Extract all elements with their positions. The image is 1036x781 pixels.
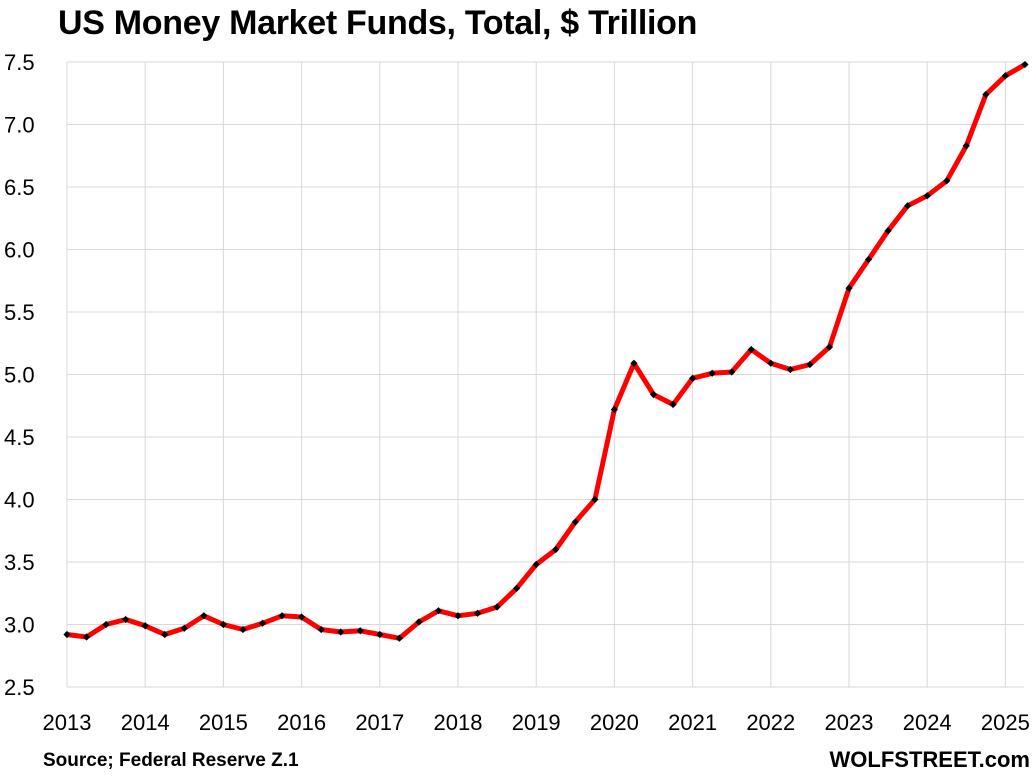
data-point-marker	[962, 142, 970, 150]
data-point-marker	[825, 343, 834, 351]
data-point-marker	[278, 612, 286, 620]
x-tick-label: 2021	[668, 710, 717, 735]
data-point-marker	[434, 607, 443, 615]
y-tick-label: 6.0	[4, 238, 35, 263]
data-point-marker	[1001, 72, 1009, 80]
y-tick-label: 4.0	[4, 488, 35, 513]
brand-watermark: WOLFSTREET.com	[829, 747, 1030, 772]
data-point-marker	[923, 192, 931, 200]
data-point-marker	[258, 619, 267, 627]
data-point-marker	[239, 625, 247, 634]
data-point-marker	[141, 622, 149, 630]
data-point-marker	[571, 518, 579, 526]
x-tick-labels: 2013 2014 2015 2016 2017 2018 2019 2020 2021 2022…	[43, 710, 1030, 735]
data-point-marker	[63, 630, 71, 639]
data-point-marker	[161, 630, 169, 639]
y-tick-label: 5.0	[4, 363, 35, 388]
data-point-marker	[943, 177, 951, 185]
x-tick-label: 2014	[121, 710, 170, 735]
x-tick-label: 2024	[903, 710, 952, 735]
source-note: Source; Federal Reserve Z.1	[43, 750, 299, 771]
data-point-marker	[337, 628, 345, 636]
data-point-marker	[708, 369, 716, 377]
data-point-marker	[513, 584, 521, 592]
data-point-marker	[767, 359, 775, 367]
data-point-marker	[415, 618, 423, 626]
data-point-marker	[864, 255, 873, 264]
y-tick-label: 7.0	[4, 113, 35, 138]
data-point-marker	[1021, 60, 1029, 69]
x-gridlines	[66, 62, 1006, 687]
data-point-marker	[552, 545, 560, 554]
x-tick-label: 2016	[277, 710, 326, 735]
data-point-marker	[395, 634, 403, 642]
data-point-marker	[845, 284, 853, 292]
data-point-marker	[786, 365, 794, 374]
data-point-marker	[610, 405, 618, 414]
data-point-marker	[356, 627, 364, 635]
data-point-marker	[591, 495, 599, 504]
data-point-marker	[630, 359, 638, 367]
y-tick-label: 5.5	[4, 300, 35, 325]
data-point-marker	[317, 625, 325, 634]
data-point-marker	[180, 624, 188, 632]
series-line	[64, 62, 1028, 641]
y-gridlines	[67, 61, 1024, 688]
data-point-marker	[454, 612, 462, 620]
y-tick-label: 2.5	[4, 675, 35, 700]
data-point-marker	[806, 360, 814, 369]
data-point-marker	[473, 609, 482, 617]
data-point-marker	[689, 374, 697, 382]
y-tick-label: 3.0	[4, 613, 35, 638]
x-tick-label: 2019	[512, 710, 561, 735]
series-group	[63, 60, 1029, 642]
data-point-marker	[904, 202, 912, 210]
y-tick-labels: 2.5 3.0 3.5 4.0 4.5 5.0 5.5 6.0 6.5 7.0 7.5	[4, 50, 35, 700]
data-point-marker	[102, 620, 110, 629]
y-tick-label: 3.5	[4, 550, 35, 575]
data-point-marker	[298, 613, 306, 621]
data-point-marker	[82, 633, 91, 641]
x-tick-label: 2015	[199, 710, 248, 735]
data-point-marker	[747, 345, 755, 354]
data-point-marker	[649, 390, 658, 399]
x-tick-label: 2017	[355, 710, 404, 735]
data-point-marker	[669, 400, 677, 409]
data-point-marker	[493, 603, 501, 611]
data-point-marker	[532, 560, 540, 569]
x-tick-label: 2013	[43, 710, 92, 735]
x-tick-label: 2023	[825, 710, 874, 735]
data-point-marker	[219, 620, 227, 629]
data-point-marker	[122, 615, 130, 624]
y-tick-label: 4.5	[4, 425, 35, 450]
data-point-marker	[884, 227, 892, 235]
y-tick-label: 7.5	[4, 50, 35, 75]
data-point-marker	[982, 90, 990, 99]
data-point-marker	[728, 368, 736, 376]
data-point-marker	[376, 630, 384, 639]
data-point-marker	[200, 612, 208, 620]
y-tick-label: 6.5	[4, 175, 35, 200]
x-tick-label: 2018	[434, 710, 483, 735]
x-tick-label: 2025	[981, 710, 1030, 735]
x-tick-label: 2022	[746, 710, 795, 735]
x-tick-label: 2020	[590, 710, 639, 735]
chart-title: US Money Market Funds, Total, $ Trillion	[58, 4, 698, 42]
